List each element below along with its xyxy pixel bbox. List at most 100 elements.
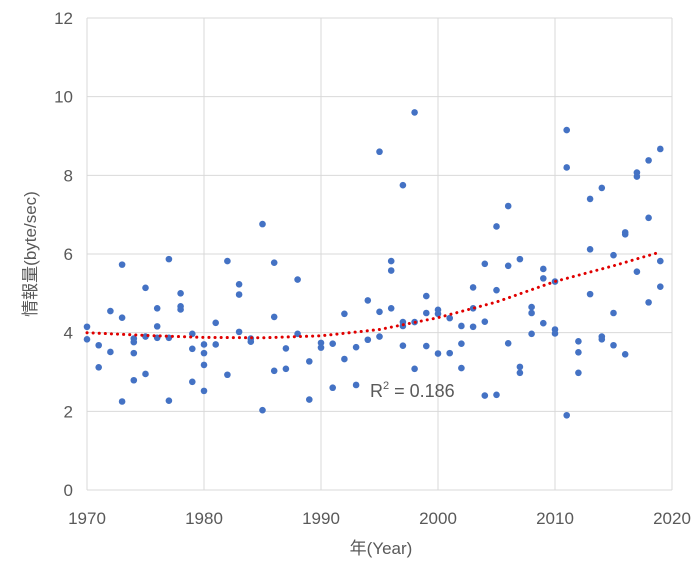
data-point [645,299,652,306]
data-point [633,173,641,180]
data-point [165,255,173,263]
data-point [294,276,301,283]
data-point [598,184,606,192]
data-point [411,365,418,373]
data-point [259,406,266,414]
data-point [107,348,114,356]
data-point [528,309,535,317]
data-point [575,369,582,377]
data-point [528,330,535,338]
data-point [458,340,465,347]
data-point [142,284,149,292]
data-point [610,309,617,317]
data-point [107,307,114,315]
data-point [563,126,570,134]
data-point [235,328,243,336]
data-point [270,313,278,321]
data-point [282,365,290,373]
data-point [306,396,313,403]
data-point [317,339,325,347]
data-point [83,336,91,343]
data-point [294,330,301,338]
data-point [130,376,138,384]
data-point [493,223,500,230]
data-point [259,220,266,228]
x-tick-label: 1990 [302,509,340,528]
data-point [645,214,652,222]
data-point [118,398,126,405]
r-squared-exponent: 2 [383,380,389,392]
data-point [399,342,407,349]
data-point [586,195,594,203]
data-points [83,109,664,419]
data-point [411,109,418,116]
data-point [458,322,465,330]
y-tick-label: 6 [64,245,73,264]
gridlines [86,17,673,491]
data-point [224,371,231,379]
data-point [551,330,559,337]
data-point [481,260,489,268]
data-point [446,314,454,322]
tick-labels: 0 2 4 6 8 10 12 1970 1980 1990 2000 2010 2020 [54,9,691,528]
data-point [189,345,196,353]
data-point [212,341,219,348]
trendline-group [85,250,662,340]
data-point [621,231,629,238]
y-tick-label: 12 [54,9,73,28]
data-point [423,342,430,350]
x-tick-label: 2000 [419,509,457,528]
data-point [458,364,465,372]
x-tick-label: 1970 [68,509,106,528]
data-point [200,349,208,357]
data-point [153,323,161,330]
data-point [434,350,442,357]
y-tick-label: 10 [54,88,73,107]
data-point [282,345,290,352]
data-point [610,251,617,259]
y-tick-label: 8 [64,166,73,185]
data-point [376,148,383,156]
data-point [657,257,664,265]
data-point [83,323,91,331]
data-point [563,411,570,419]
data-point [118,314,126,322]
data-point [469,284,477,291]
data-point [200,361,208,369]
data-point [645,157,652,164]
data-point [621,351,629,358]
data-point [341,310,348,318]
data-point [364,297,372,304]
y-tick-label: 2 [64,402,73,421]
data-point [575,349,582,356]
data-point [540,275,547,282]
data-point [376,308,383,316]
data-point [352,343,360,351]
data-point [504,339,512,347]
r-squared-value: = 0.186 [389,381,455,401]
data-point [516,255,524,263]
y-tick-label: 0 [64,481,73,500]
data-point [376,333,383,340]
x-tick-label: 1980 [185,509,223,528]
data-point [247,338,255,346]
data-point [341,355,348,363]
data-point [165,397,173,405]
data-point [130,338,138,346]
data-point [306,358,313,365]
r-squared-prefix: R [370,381,383,401]
data-point [329,384,337,392]
y-axis-label: 情報量(byte/sec) [21,191,40,317]
data-point [399,181,407,189]
data-point [387,257,395,265]
data-point [95,341,102,349]
data-point [224,257,231,265]
data-point [423,309,430,317]
data-point [153,304,161,312]
data-point [563,164,570,171]
data-point [235,280,243,288]
data-point [598,336,606,343]
y-tick-label: 4 [64,324,73,343]
data-point [657,283,664,290]
